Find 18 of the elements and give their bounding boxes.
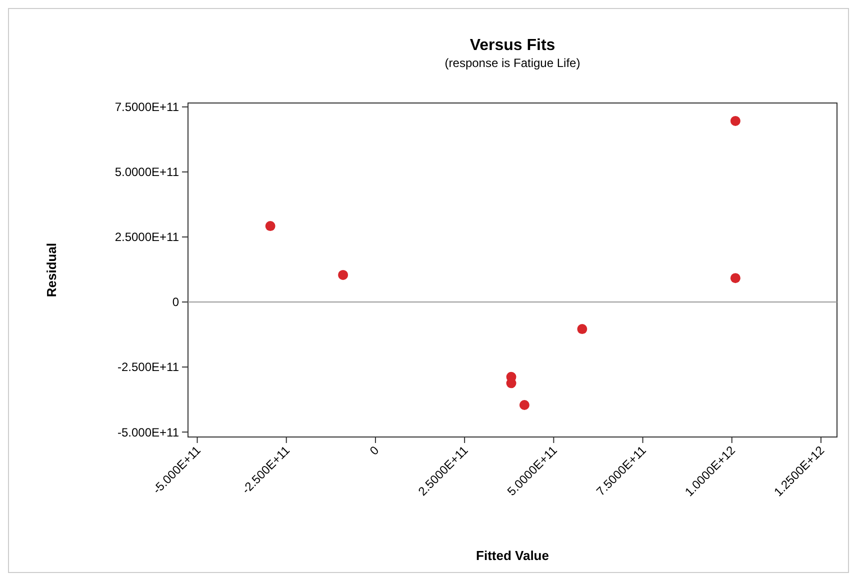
point: [519, 400, 530, 410]
point: [338, 270, 348, 280]
y-tick-label: -5.000E+11: [118, 425, 180, 440]
y-tick-label: 5.0000E+11: [114, 165, 180, 180]
y-axis-title: Residual: [44, 242, 59, 298]
x-axis-title: Fitted Value: [476, 548, 549, 563]
y-tick-label: -2.500E+11: [118, 360, 180, 374]
point: [730, 116, 740, 126]
x-tick-label: 0: [366, 443, 382, 458]
chart-subtitle: (response is Fatigue Life): [444, 56, 580, 70]
y-tick-label: 7.5000E+11: [114, 100, 180, 114]
y-tick-label: 2.5000E+11: [114, 230, 180, 244]
point: [265, 221, 276, 232]
point: [506, 378, 516, 388]
chart-title: Versus Fits: [470, 37, 556, 54]
y-tick-label: 0: [172, 295, 180, 310]
point: [577, 324, 588, 334]
point: [730, 273, 740, 284]
